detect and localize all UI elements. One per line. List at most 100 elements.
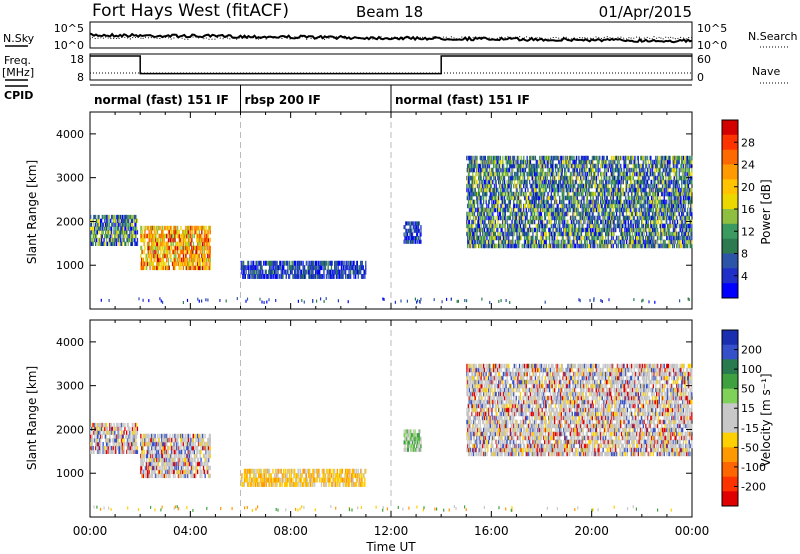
echo-cell (518, 183, 521, 189)
echo-cell (513, 243, 515, 249)
echo-cell (597, 207, 599, 213)
echo-cell (474, 219, 476, 225)
echo-cell (606, 203, 608, 209)
echo-cell (192, 261, 194, 267)
echo-cell (538, 215, 540, 221)
echo-cell (513, 163, 516, 169)
echo-cell (615, 227, 617, 233)
echo-cell (209, 237, 211, 243)
echo-cell (605, 155, 608, 161)
echo-cell (104, 234, 106, 239)
echo-cell (615, 235, 618, 241)
echo-cell (610, 203, 613, 209)
echo-cell (403, 225, 405, 230)
echo-cell (92, 241, 94, 246)
echo-cell (646, 235, 649, 241)
echo-cell (240, 260, 242, 266)
echo-cell (591, 167, 593, 173)
echo-cell (98, 214, 100, 220)
echo-cell (346, 265, 348, 271)
echo-cell (646, 191, 649, 197)
echo-cell (207, 229, 209, 235)
echo-cell (650, 171, 652, 177)
echo-cell (654, 231, 656, 237)
echo-cell (523, 163, 525, 169)
echo-cell (559, 175, 562, 181)
echo-cell (531, 227, 533, 233)
echo-cell (668, 163, 670, 169)
echo-cell (250, 260, 252, 266)
echo-cell (320, 260, 323, 266)
echo-cell (91, 230, 93, 235)
echo-cell (201, 225, 203, 231)
echo-cell (663, 211, 665, 217)
echo-cell (155, 245, 157, 251)
echo-cell (607, 223, 609, 229)
echo-cell (560, 183, 562, 189)
echo-cell (588, 235, 590, 241)
echo-cell (530, 171, 532, 177)
echo-cell (641, 203, 643, 209)
echo-cell (336, 269, 338, 275)
echo-cell (544, 199, 546, 205)
echo-cell (580, 243, 583, 249)
echo-cell (470, 223, 472, 229)
echo-cell (545, 211, 547, 217)
echo-cell (490, 175, 492, 181)
echo-cell (124, 214, 126, 220)
echo-cell (585, 227, 587, 233)
echo-cell (596, 215, 598, 221)
echo-cell (507, 223, 509, 229)
echo-cell (527, 199, 529, 205)
echo-cell (651, 231, 653, 237)
echo-cell (520, 235, 522, 241)
echo-cell (548, 179, 550, 185)
echo-cell (529, 167, 531, 173)
echo-cell (503, 223, 506, 229)
echo-cell (177, 261, 180, 267)
echo-cell (503, 211, 505, 217)
echo-cell (656, 231, 659, 237)
echo-cell (353, 269, 355, 275)
echo-cell (646, 183, 648, 189)
echo-cell (507, 187, 509, 193)
echo-cell (177, 233, 180, 239)
echo-cell (666, 235, 669, 241)
echo-cell (609, 211, 611, 217)
echo-cell (503, 231, 505, 237)
echo-cell (161, 237, 164, 243)
echo-cell (533, 203, 535, 209)
echo-cell (478, 239, 481, 245)
echo-cell (513, 183, 516, 189)
echo-cell (548, 211, 550, 217)
echo-cell (472, 203, 475, 209)
echo-cell (467, 163, 470, 169)
echo-cell (472, 179, 475, 185)
echo-cell (615, 163, 617, 169)
echo-cell (597, 163, 599, 169)
echo-cell (484, 167, 486, 173)
echo-cell (627, 183, 629, 189)
echo-cell (273, 274, 275, 279)
echo-cell (95, 226, 97, 231)
echo-cell (516, 159, 518, 165)
echo-cell (635, 179, 637, 185)
echo-cell (570, 183, 573, 189)
echo-cell (560, 215, 562, 221)
echo-cell (593, 203, 595, 209)
echo-cell (613, 171, 615, 177)
echo-cell (565, 163, 567, 169)
echo-cell (524, 239, 527, 245)
echo-cell (571, 195, 573, 201)
echo-cell (518, 215, 521, 221)
echo-cell (480, 187, 482, 193)
echo-cell (473, 227, 476, 233)
echo-cell (127, 237, 129, 243)
echo-cell (643, 159, 645, 165)
echo-cell (532, 199, 534, 205)
echo-cell (161, 225, 164, 231)
echo-cell (508, 199, 510, 205)
echo-cell (536, 159, 538, 165)
echo-cell (569, 227, 571, 233)
echo-cell (416, 232, 418, 237)
